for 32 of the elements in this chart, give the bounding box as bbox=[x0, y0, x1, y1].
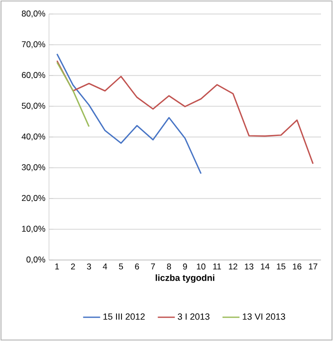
y-tick-label: 50,0% bbox=[22, 102, 46, 110]
x-tick-label: 14 bbox=[260, 264, 270, 270]
y-tick-label: 70,0% bbox=[22, 41, 46, 48]
legend-label: 13 VI 2013 bbox=[242, 313, 286, 320]
x-tick-label: 7 bbox=[151, 264, 155, 270]
x-tick-label: 11 bbox=[213, 264, 221, 270]
legend-label: 15 III 2012 bbox=[103, 313, 145, 320]
y-tick-label: 20,0% bbox=[22, 195, 46, 202]
x-tick-label: 4 bbox=[102, 264, 108, 270]
y-tick-label: 0,0% bbox=[26, 256, 46, 264]
line-series bbox=[56, 53, 202, 174]
x-axis-title: liczba tygodni bbox=[156, 274, 214, 283]
y-tick-label: 40,0% bbox=[22, 134, 46, 140]
legend-label: 3 I 2013 bbox=[178, 313, 210, 320]
x-tick-label: 13 bbox=[244, 264, 254, 270]
y-tick-label: 60,0% bbox=[22, 72, 46, 79]
y-tick-label: 80,0% bbox=[22, 10, 46, 18]
x-tick-label: 3 bbox=[86, 264, 91, 270]
x-tick-label: 2 bbox=[71, 264, 75, 270]
x-tick-label: 1 bbox=[55, 264, 59, 270]
x-tick-label: 15 bbox=[276, 264, 286, 270]
x-tick-label: 17 bbox=[308, 264, 318, 270]
x-tick-label: 9 bbox=[183, 264, 187, 270]
x-tick-label: 5 bbox=[118, 264, 124, 270]
x-tick-label: 12 bbox=[228, 264, 238, 270]
x-tick-label: 16 bbox=[292, 264, 302, 270]
y-tick-label: 30,0% bbox=[22, 164, 46, 172]
x-tick-label: 8 bbox=[167, 264, 171, 270]
x-tick-label: 6 bbox=[135, 264, 139, 270]
line-series bbox=[56, 60, 314, 164]
y-tick-label: 10,0% bbox=[22, 226, 46, 233]
x-tick-label: 10 bbox=[196, 264, 206, 270]
